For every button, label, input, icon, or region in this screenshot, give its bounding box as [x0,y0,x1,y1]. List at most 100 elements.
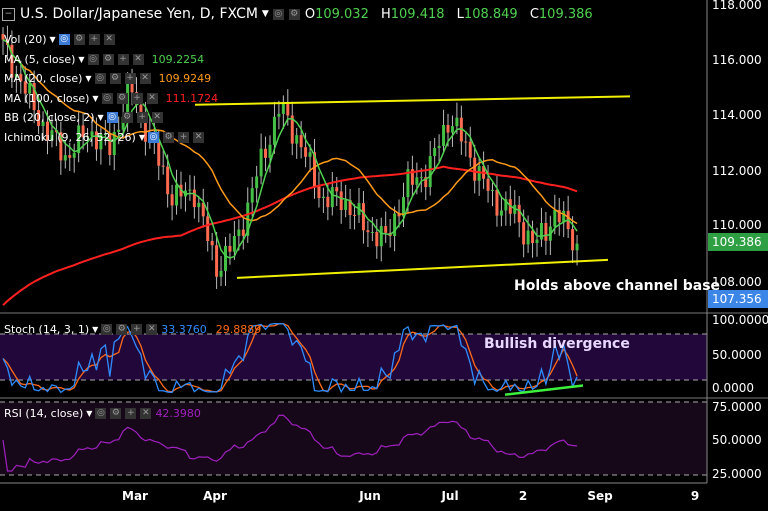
candle-body [473,157,477,181]
indicator-label[interactable]: Ichimoku (9, 26, 52, 26) [4,130,136,144]
candle-body [313,152,316,187]
gear-icon[interactable]: ⚙ [109,73,121,84]
indicator-label[interactable]: MA (100, close) [4,91,90,105]
chevron-down-icon[interactable]: ▼ [138,132,145,142]
divergence-line [504,384,584,396]
candle-body [215,245,219,277]
plus-icon[interactable]: + [125,408,137,419]
candle-body [428,156,432,188]
indicator-label[interactable]: MA (20, close) [4,72,83,85]
candle-body [63,155,67,161]
candle-body [228,245,232,252]
symbol-title[interactable]: U.S. Dollar/Japanese Yen, D, FXCM [20,6,258,22]
indicator-label[interactable]: MA (5, close) [4,52,76,66]
plus-icon[interactable]: + [124,73,136,84]
candle-body [299,135,303,148]
price-tick: 112.000 [712,164,762,178]
gear-icon[interactable]: ⚙ [102,53,114,65]
candle-body [321,196,325,199]
candle-body [335,187,339,192]
gear-icon[interactable]: ⚙ [162,131,174,143]
gear-icon[interactable]: ⚙ [121,112,133,123]
plus-icon[interactable]: + [88,34,100,45]
close-icon[interactable]: ✕ [146,92,158,104]
eye-icon[interactable]: ◎ [58,34,70,45]
eye-icon[interactable]: ◎ [101,92,113,104]
candle-body [557,209,561,223]
candle-body [1,34,5,40]
chevron-down-icon[interactable]: ▼ [261,9,269,19]
candle-body [424,177,428,188]
chevron-down-icon[interactable]: ▼ [85,74,92,83]
candle-body [571,229,575,251]
chevron-down-icon[interactable]: ▼ [92,93,99,103]
candle-body [531,230,535,244]
chevron-down-icon[interactable]: ▼ [49,35,56,44]
candle-body [393,213,397,236]
close-icon[interactable]: ✕ [139,73,151,84]
rsi-tick: 75.0000 [712,400,762,414]
plus-icon[interactable]: + [131,324,143,335]
candle-body [268,144,272,158]
candle-body [32,82,36,111]
candle-body [379,226,383,247]
close-icon[interactable]: ✕ [192,131,204,143]
eye-icon[interactable]: ◎ [95,408,107,419]
channel-lower-line [236,258,609,279]
close-icon[interactable]: ✕ [140,408,152,419]
plus-icon[interactable]: + [177,131,189,143]
close-icon[interactable]: ✕ [132,53,144,65]
plus-icon[interactable]: + [117,53,129,65]
candle-body [562,210,566,223]
collapse-icon[interactable]: − [2,7,15,21]
stoch-tick: 50.0000 [712,348,762,362]
candle-body [126,81,130,117]
plus-icon[interactable]: + [131,92,143,104]
eye-icon[interactable]: ◎ [87,53,99,65]
candle-body [410,169,414,185]
close-icon[interactable]: ✕ [146,324,158,335]
x-tick: 9 [690,489,700,503]
eye-icon[interactable]: ◎ [147,131,159,143]
gear-icon[interactable]: ⚙ [73,34,85,45]
candle-body [526,230,530,245]
indicator-label[interactable]: BB (20, close, 2) [4,111,95,124]
candle-body [370,232,374,234]
candle-body [375,232,379,247]
rsi-label[interactable]: RSI (14, close) [4,407,84,420]
candle-body [433,148,437,157]
eye-icon[interactable]: ◎ [272,8,284,20]
x-tick: Jun [359,489,381,503]
chevron-down-icon[interactable]: ▼ [78,54,85,64]
x-tick: Apr [203,489,227,503]
indicator-label[interactable]: Vol (20) [4,33,47,46]
candle-body [28,82,32,94]
candle-body [522,222,526,245]
gear-icon[interactable]: ⚙ [110,408,122,419]
gear-icon[interactable]: ⚙ [116,92,128,104]
stoch-k-line [2,322,578,394]
candle-body [68,155,72,158]
close-icon[interactable]: ✕ [103,34,115,45]
candle-body [175,184,179,206]
eye-icon[interactable]: ◎ [94,73,106,84]
eye-icon[interactable]: ◎ [106,112,118,123]
gear-icon[interactable]: ⚙ [116,324,128,335]
close-icon[interactable]: ✕ [151,112,163,123]
plus-icon[interactable]: + [136,112,148,123]
candle-body [442,124,446,146]
candle-body [468,141,472,158]
chevron-down-icon[interactable]: ▼ [97,113,104,122]
eye-icon[interactable]: ◎ [101,324,113,335]
stoch-label[interactable]: Stoch (14, 3, 1) [4,323,90,336]
rsi-value: 42.3980 [155,407,201,420]
chevron-down-icon[interactable]: ▼ [92,325,99,334]
candle-body [491,189,494,191]
chevron-down-icon[interactable]: ▼ [86,409,93,418]
rsi-tick: 25.0000 [712,467,762,481]
channel-upper-line [194,95,631,106]
candle-body [103,133,107,135]
gear-icon[interactable]: ⚙ [288,8,300,20]
